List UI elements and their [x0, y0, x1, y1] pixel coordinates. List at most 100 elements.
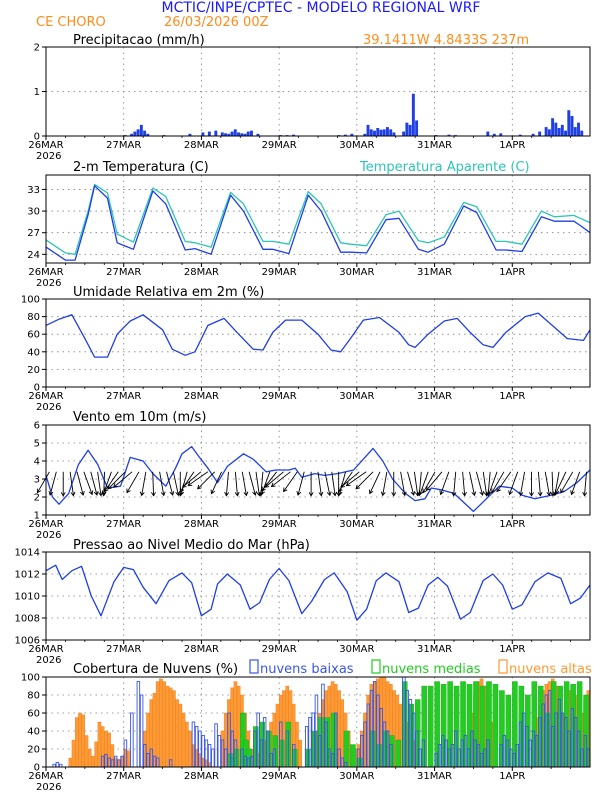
cloud-high-bar — [94, 741, 98, 768]
wind-vector — [331, 471, 336, 496]
precip-bar — [531, 133, 535, 136]
wind-vector — [369, 471, 381, 494]
precip-bar — [350, 133, 354, 136]
wind-xtick-label: 1APR — [499, 519, 525, 530]
precip-xtick-label: 29MAR — [262, 140, 297, 151]
wind-vector — [271, 471, 291, 487]
cloud-panel: 0 20 40 60 80 100 26MAR 27MAR 28MAR 29MAR 30MAR 31M… — [21, 673, 591, 792]
cloud-high-bar — [165, 685, 170, 768]
wind-vector-head — [36, 488, 42, 494]
cloud-low-bar — [211, 748, 215, 768]
cloud-high-bar — [178, 703, 183, 768]
cloud-panel-title: Cobertura de Nuvens (%) — [73, 662, 238, 677]
wind-vector-head — [261, 486, 266, 492]
wind-vector-head — [264, 483, 270, 488]
wind-vector — [159, 471, 165, 496]
pres-ytick-label: 1010 — [15, 592, 40, 603]
wind-vector-head — [101, 492, 107, 497]
precip-bar — [411, 93, 415, 136]
precip-bar — [220, 132, 224, 136]
rh-panel: 0 20 40 60 80 100 26MAR 27MAR 28MAR 29MAR 30MAR 31M… — [21, 295, 591, 413]
cloud-mid-bar — [343, 730, 350, 768]
precip-xtick-label: 26MAR — [28, 140, 63, 151]
pres-xtick-label: 1APR — [499, 644, 525, 655]
precip-bar — [486, 131, 490, 136]
pres-ytick-label: 1014 — [15, 548, 40, 559]
precip-bar — [518, 134, 522, 136]
precip-bar — [580, 130, 584, 136]
precip-bar — [577, 122, 580, 136]
wind-vector — [49, 471, 57, 496]
precip-frame — [45, 46, 591, 137]
wind-vector-head — [340, 483, 345, 488]
cloud-ytick-label: 60 — [27, 709, 40, 720]
apparent-temp-legend: Temperatura Aparente (C) — [359, 160, 530, 175]
wind-vector-head — [451, 491, 457, 497]
cloud-high-bar — [91, 756, 95, 768]
pres-xtick-label: 29MAR — [262, 644, 297, 655]
precip-xtick-label: 27MAR — [106, 140, 141, 151]
cloud-frame — [45, 676, 591, 768]
cloud-high-bar — [188, 730, 192, 768]
rh-xtick-label: 1APR — [499, 391, 525, 402]
wind-xtick-label: 30MAR — [339, 519, 374, 530]
cloud-xtick-label: 31MAR — [417, 771, 452, 782]
wind-vector-head — [260, 490, 265, 496]
wind-vector-head — [439, 490, 444, 496]
precip-bar — [382, 129, 386, 136]
precip-bar — [139, 124, 143, 136]
wind-vector-head — [483, 491, 489, 497]
wind-vector — [104, 471, 119, 492]
wind-vector-head — [479, 490, 485, 496]
temp-panel: 24 27 30 33 26MAR 27MAR 28MAR 29MAR 30MAR 31MAR 1A… — [27, 174, 591, 289]
wind-vector — [555, 471, 567, 494]
cloud-low-bar — [217, 735, 222, 768]
wind-vector-head — [93, 490, 99, 496]
wind-ytick-label: 3 — [34, 475, 40, 486]
wind-vector-head — [537, 491, 543, 497]
precip-bar — [246, 131, 250, 136]
rh-ytick-label: 80 — [27, 312, 40, 323]
pressure-panel: 1006 1008 1010 1012 1014 26MAR 27MAR 28MAR 29MAR… — [15, 548, 591, 666]
wind-vector-head — [175, 491, 181, 497]
wind-vector — [90, 471, 98, 496]
temp-xtick-label: 27MAR — [106, 267, 141, 278]
cloud-high-bar — [172, 690, 176, 768]
wind-vector-head — [355, 484, 361, 490]
precip-panel: 0 1 2 26MAR 27MAR 28MAR 29MAR 30MAR 31MAR 1APR 202… — [28, 43, 591, 162]
cloud-high-bar — [81, 714, 86, 768]
wind-vector-head — [487, 490, 493, 496]
wind-vector-head — [126, 488, 131, 494]
wind-vector-head — [326, 491, 332, 497]
wind-vector — [482, 471, 488, 496]
precip-bar — [554, 122, 558, 136]
precip-bar — [557, 127, 561, 136]
wind-vector — [584, 471, 588, 496]
precip-bar — [143, 130, 147, 136]
wind-vector-head — [252, 490, 257, 496]
temp-ytick-label: 24 — [27, 250, 40, 261]
wind-vector-head — [422, 488, 427, 494]
wind-vector — [496, 471, 512, 492]
wind-vector-head — [529, 492, 534, 497]
pres-xtick-label: 31MAR — [417, 644, 452, 655]
precip-bar — [405, 122, 409, 136]
precip-bar — [551, 118, 555, 136]
wind-vector-head — [518, 491, 524, 497]
wind-vector — [462, 471, 466, 496]
wind-vector-head — [332, 491, 338, 497]
wind-vector-head — [60, 492, 66, 497]
precip-bar — [237, 132, 240, 136]
precip-bar — [567, 110, 571, 136]
wind-xtick-label: 29MAR — [262, 519, 297, 530]
precip-xtick-label: 28MAR — [184, 140, 219, 151]
cloud-high-bar — [159, 678, 163, 768]
wind-vector — [69, 471, 74, 496]
wind-vector — [413, 471, 419, 496]
cloud-xtick-label: 30MAR — [339, 771, 374, 782]
cloud-ytick-label: 20 — [27, 745, 40, 756]
wind-vector — [234, 471, 238, 496]
temp-ytick-label: 30 — [27, 207, 40, 218]
precip-bar — [233, 129, 237, 136]
wind-vector — [453, 471, 457, 496]
